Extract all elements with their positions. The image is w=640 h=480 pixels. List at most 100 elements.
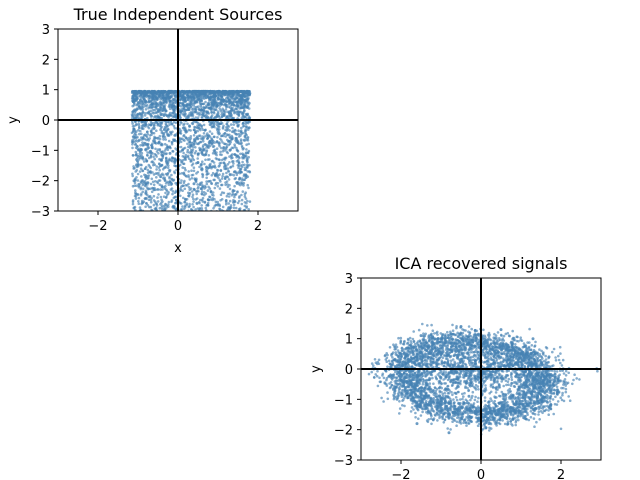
- scatter-point: [137, 164, 140, 168]
- scatter-point: [237, 114, 241, 118]
- scatter-point: [200, 166, 204, 170]
- scatter-point: [159, 175, 163, 179]
- scatter-point: [403, 396, 406, 399]
- scatter-point: [246, 126, 249, 130]
- scatter-point: [385, 360, 389, 364]
- scatter-point: [195, 178, 198, 182]
- scatter-point: [223, 132, 227, 135]
- scatter-point: [237, 178, 241, 181]
- scatter-point: [151, 97, 154, 101]
- scatter-point: [131, 97, 135, 101]
- data-point: [132, 91, 136, 95]
- scatter-point: [172, 110, 176, 114]
- scatter-point: [151, 102, 154, 105]
- scatter-point: [183, 155, 186, 159]
- scatter-point: [173, 195, 177, 199]
- scatter-point: [170, 142, 174, 146]
- scatter-point: [204, 153, 208, 157]
- scatter-point: [182, 105, 186, 108]
- scatter-point: [139, 180, 143, 184]
- scatter-point: [244, 191, 247, 194]
- scatter-point: [157, 166, 161, 169]
- scatter-point: [146, 181, 150, 185]
- scatter-point: [391, 356, 394, 359]
- scatter-point: [155, 165, 158, 168]
- scatter-point: [233, 216, 236, 219]
- scatter-point: [224, 135, 227, 138]
- scatter-point: [163, 149, 167, 152]
- scatter-point: [187, 98, 190, 101]
- scatter-point: [200, 164, 203, 167]
- scatter-point: [238, 196, 241, 199]
- scatter-point: [215, 173, 218, 176]
- scatter-point: [417, 328, 421, 332]
- scatter-point: [221, 172, 225, 176]
- scatter-point: [159, 143, 163, 147]
- scatter-point: [144, 134, 148, 137]
- scatter-point: [158, 206, 162, 210]
- scatter-point: [193, 217, 196, 220]
- scatter-point: [139, 95, 142, 98]
- scatter-point: [172, 104, 175, 107]
- scatter-point: [228, 213, 231, 216]
- scatter-point: [169, 113, 173, 117]
- scatter-point: [194, 150, 198, 153]
- scatter-point: [145, 91, 148, 95]
- scatter-point: [232, 162, 235, 165]
- scatter-point: [225, 150, 229, 154]
- scatter-point: [199, 137, 203, 140]
- scatter-point: [190, 190, 194, 193]
- scatter-point: [215, 151, 218, 154]
- scatter-point: [546, 395, 550, 398]
- scatter-point: [172, 112, 176, 116]
- scatter-point: [226, 133, 230, 137]
- scatter-point: [207, 166, 210, 169]
- scatter-point: [205, 176, 208, 180]
- scatter-point: [165, 128, 168, 132]
- scatter-point: [195, 126, 199, 129]
- scatter-point: [198, 113, 201, 117]
- scatter-point: [205, 212, 208, 215]
- scatter-point: [154, 101, 158, 104]
- scatter-point: [188, 178, 192, 181]
- scatter-point: [209, 190, 213, 194]
- scatter-point: [172, 138, 175, 141]
- scatter-point: [153, 123, 156, 127]
- points-group: [367, 322, 599, 436]
- scatter-point: [234, 139, 237, 142]
- scatter-point: [227, 143, 231, 147]
- scatter-point: [164, 191, 167, 195]
- scatter-point: [173, 212, 176, 215]
- scatter-point: [161, 135, 165, 139]
- scatter-point: [238, 208, 242, 211]
- scatter-point: [211, 102, 215, 105]
- scatter-point: [501, 419, 504, 422]
- scatter-point: [158, 179, 162, 182]
- scatter-point: [153, 157, 156, 161]
- scatter-point: [182, 99, 185, 103]
- scatter-point: [401, 404, 404, 407]
- scatter-point: [180, 148, 184, 152]
- scatter-point: [181, 184, 184, 187]
- x-axis-label: x: [174, 241, 182, 256]
- scatter-point: [245, 105, 249, 108]
- scatter-point: [206, 198, 210, 201]
- scatter-point: [239, 134, 242, 137]
- scatter-point: [158, 116, 162, 119]
- scatter-point: [215, 108, 218, 112]
- scatter-point: [158, 148, 162, 151]
- scatter-point: [232, 189, 235, 193]
- scatter-point: [202, 109, 206, 113]
- scatter-point: [139, 99, 142, 102]
- scatter-point: [555, 385, 559, 389]
- scatter-point: [451, 393, 454, 397]
- scatter-point: [241, 148, 245, 151]
- scatter-point: [229, 114, 232, 118]
- scatter-point: [208, 130, 212, 133]
- scatter-point: [235, 182, 239, 185]
- scatter-point: [220, 146, 223, 150]
- scatter-point: [202, 132, 206, 135]
- scatter-point: [558, 345, 562, 349]
- scatter-point: [140, 151, 144, 155]
